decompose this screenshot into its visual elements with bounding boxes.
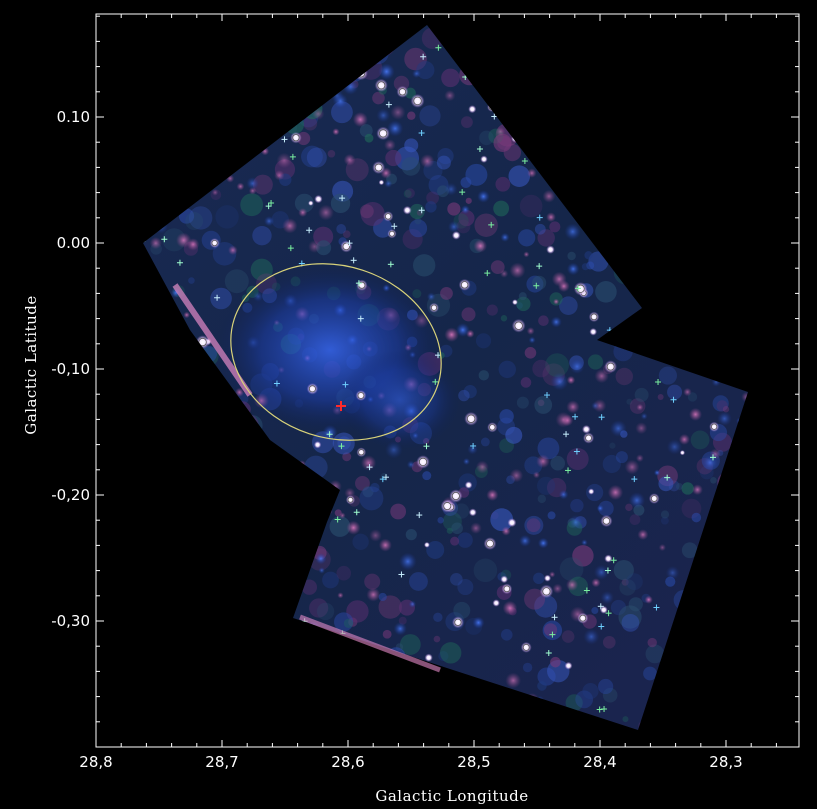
x-axis-title: Galactic Longitude <box>375 787 528 805</box>
y-ticks: 0.10 0.00 -0,10 -0,20 -0,30 <box>51 15 799 723</box>
mosaic-edge-artifact <box>299 614 441 673</box>
plot-frame <box>95 13 800 748</box>
x-ticks: 28,8 28,7 28,6 28,5 28,4 28,3 <box>79 14 777 771</box>
x-tick-label: 28,8 <box>79 753 112 771</box>
y-tick-label: -0,30 <box>51 612 90 630</box>
source-marker <box>336 401 346 411</box>
y-tick-label: -0,10 <box>51 360 90 378</box>
y-axis-title: Galactic Latitude <box>22 295 40 434</box>
mosaic-edge-artifact <box>172 283 253 397</box>
x-tick-label: 28,5 <box>457 753 490 771</box>
y-tick-label: 0.10 <box>57 108 90 126</box>
x-tick-label: 28,3 <box>709 753 742 771</box>
y-tick-label: -0,20 <box>51 486 90 504</box>
x-tick-label: 28,6 <box>331 753 364 771</box>
y-tick-label: 0.00 <box>57 234 90 252</box>
x-tick-label: 28,4 <box>583 753 616 771</box>
x-tick-label: 28,7 <box>205 753 238 771</box>
region-ellipse <box>230 263 442 441</box>
